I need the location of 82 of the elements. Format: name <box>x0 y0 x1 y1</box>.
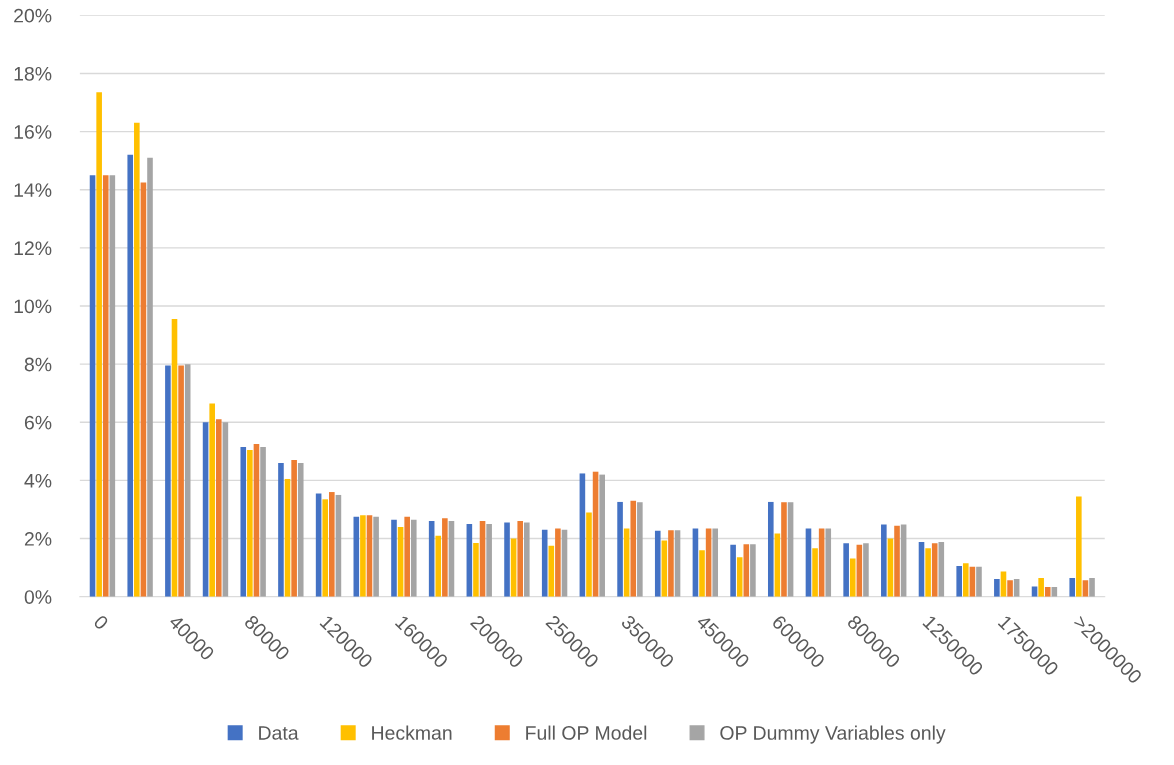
bar <box>240 446 247 597</box>
bar <box>102 175 109 597</box>
bar <box>767 501 774 597</box>
bar <box>373 516 379 597</box>
y-tick-label: 2% <box>24 532 52 546</box>
bar <box>329 492 335 597</box>
y-tick-label: 0% <box>24 590 52 604</box>
bar <box>699 550 705 597</box>
legend-label: OP Dummy Variables only <box>720 725 946 744</box>
bar <box>925 548 931 597</box>
y-tick-label: 10% <box>14 299 52 314</box>
bar <box>1089 578 1095 597</box>
bar <box>956 565 962 597</box>
bar <box>938 542 945 597</box>
bar <box>586 512 592 597</box>
bar <box>215 419 222 597</box>
bar <box>730 544 736 597</box>
y-tick-label: 14% <box>14 183 52 197</box>
bar <box>322 499 329 597</box>
bar <box>962 563 969 597</box>
bar <box>1069 578 1076 597</box>
bar <box>750 544 756 597</box>
bar <box>976 566 982 597</box>
legend-label: Full OP Model <box>526 725 647 740</box>
legend-label: Heckman <box>372 725 452 740</box>
bar <box>894 525 900 597</box>
bar <box>247 449 253 597</box>
y-tick-label: 4% <box>24 473 52 488</box>
bar <box>127 154 134 597</box>
bar <box>843 543 849 597</box>
bar <box>743 544 750 597</box>
bar <box>134 122 140 597</box>
x-tick-label: 0 <box>92 614 110 631</box>
bar <box>297 462 304 597</box>
bar <box>1044 587 1051 597</box>
bar <box>404 516 410 597</box>
bar <box>781 502 787 597</box>
bar <box>291 460 297 597</box>
bar <box>410 519 417 597</box>
bar <box>360 515 366 597</box>
bar <box>278 462 284 597</box>
bar <box>654 530 661 597</box>
bar <box>517 521 524 597</box>
bar <box>994 578 1000 597</box>
bar <box>524 522 530 597</box>
bar <box>630 500 637 597</box>
bar <box>260 446 266 597</box>
bar <box>209 403 215 597</box>
bar <box>712 528 719 597</box>
bar <box>637 502 643 597</box>
bar <box>147 157 153 597</box>
bar <box>617 501 623 597</box>
bar <box>178 365 184 597</box>
bar <box>473 542 479 597</box>
bar <box>668 530 674 597</box>
y-tick-label: 12% <box>14 241 52 256</box>
bar <box>849 558 856 597</box>
bar <box>435 535 442 597</box>
bar <box>825 528 832 597</box>
bar <box>442 518 448 597</box>
bar <box>736 557 743 597</box>
bar <box>96 92 102 597</box>
bar <box>1076 496 1082 597</box>
bar <box>165 365 171 597</box>
bar <box>504 522 510 597</box>
y-tick-label: 18% <box>14 66 52 81</box>
y-tick-label: 20% <box>14 8 52 23</box>
bar <box>881 524 887 597</box>
y-tick-label: 6% <box>24 415 52 430</box>
legend-label: Data <box>259 726 299 740</box>
bar <box>541 529 548 597</box>
y-tick-label: 16% <box>14 125 52 139</box>
bar <box>812 548 818 597</box>
bar <box>391 519 397 597</box>
y-tick-label: 8% <box>24 357 52 372</box>
bar <box>1007 580 1013 597</box>
bar <box>555 528 561 597</box>
bar <box>599 474 605 597</box>
bar <box>1038 578 1044 597</box>
bar <box>486 524 492 597</box>
bar <box>863 543 869 597</box>
bar <box>931 543 938 597</box>
